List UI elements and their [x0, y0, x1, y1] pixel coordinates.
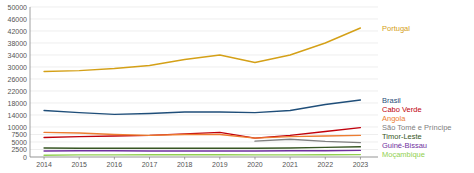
- x-tick-label: 2021: [282, 161, 298, 168]
- y-tick-label: 0: [23, 154, 27, 161]
- series-label: Brasil: [382, 96, 401, 105]
- series-label: Portugal: [382, 24, 410, 33]
- x-tick-label: 2023: [353, 161, 369, 168]
- y-axis: 025005000750010000 14000 18000 22000 26000 30…: [8, 4, 28, 161]
- grid-line: [30, 7, 378, 8]
- series-line: [255, 139, 360, 142]
- series-line: [44, 100, 360, 114]
- series-line: [44, 150, 360, 152]
- grid-line: [30, 79, 378, 80]
- y-tick-label: 10000: [8, 124, 28, 131]
- x-tick: [44, 157, 45, 160]
- grid-line: [30, 157, 378, 158]
- x-axis-line: [30, 157, 378, 158]
- x-tick: [290, 157, 291, 160]
- y-tick-label: 22000: [8, 88, 28, 95]
- series-label: Moçambique: [382, 150, 425, 159]
- grid: [30, 7, 378, 157]
- grid-line: [30, 67, 378, 68]
- series-line: [44, 132, 360, 138]
- grid-line: [30, 149, 378, 150]
- x-tick: [325, 157, 326, 160]
- grid-line: [30, 115, 378, 116]
- grid-line: [30, 91, 378, 92]
- series-line: [44, 154, 360, 156]
- y-tick-label: 30000: [8, 64, 28, 71]
- x-tick: [184, 157, 185, 160]
- y-tick-label: 46000: [8, 16, 28, 23]
- x-tick-label: 2016: [107, 161, 123, 168]
- series-line: [44, 147, 360, 149]
- x-tick-label: 2019: [212, 161, 228, 168]
- series-label: Guiné-Bissau: [382, 141, 427, 150]
- grid-line: [30, 19, 378, 20]
- y-tick-label: 26000: [8, 76, 28, 83]
- series-label: São Tomé e Príncipe: [382, 123, 452, 132]
- y-tick-label: 18000: [8, 100, 28, 107]
- y-tick-label: 50000: [8, 4, 28, 11]
- grid-line: [30, 127, 378, 128]
- y-tick-label: 38000: [8, 40, 28, 47]
- y-tick-label: 14000: [8, 112, 28, 119]
- x-tick-label: 2022: [317, 161, 333, 168]
- y-tick-label: 34000: [8, 52, 28, 59]
- series-label: Angola: [382, 114, 406, 123]
- series-label: Cabo Verde: [382, 105, 422, 114]
- y-tick-label: 5000: [11, 139, 27, 146]
- y-tick-label: 7500: [11, 131, 27, 138]
- y-tick-label: 42000: [8, 28, 28, 35]
- lines: [44, 28, 360, 155]
- line-labels: MoçambiqueGuiné-BissauTimor-LesteSão Tom…: [382, 24, 452, 160]
- x-tick: [149, 157, 150, 160]
- x-tick-label: 2018: [177, 161, 193, 168]
- x-tick: [254, 157, 255, 160]
- x-tick-label: 2020: [247, 161, 263, 168]
- x-tick: [79, 157, 80, 160]
- chart: 025005000750010000 14000 18000 22000 26000 30…: [0, 0, 474, 173]
- y-axis-line: [30, 7, 31, 157]
- x-tick-label: 2017: [142, 161, 158, 168]
- x-tick: [360, 157, 361, 160]
- x-axis: 2014 2015 2016 2017 2018 2019 2020 2021 2022 2023: [36, 157, 368, 168]
- x-tick: [114, 157, 115, 160]
- x-tick-label: 2015: [71, 161, 87, 168]
- y-tick-label: 2500: [11, 146, 27, 153]
- series-line: [44, 128, 360, 139]
- series-label: Timor-Leste: [382, 132, 422, 141]
- grid-line: [30, 31, 378, 32]
- series-line: [44, 28, 360, 72]
- grid-line: [30, 103, 378, 104]
- grid-line: [30, 55, 378, 56]
- x-tick: [219, 157, 220, 160]
- x-tick-label: 2014: [36, 161, 52, 168]
